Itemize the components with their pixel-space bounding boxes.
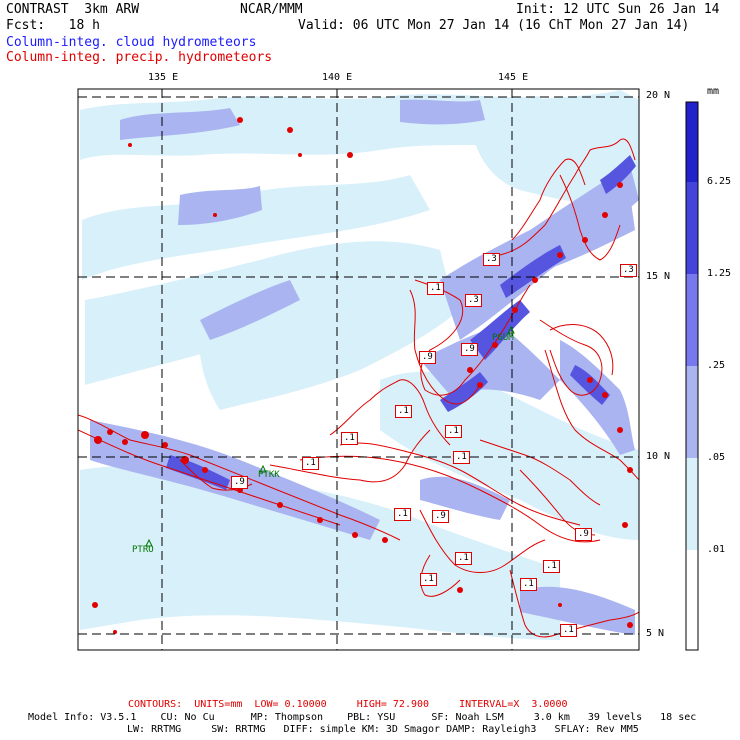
colorbar-bin-2 <box>686 182 698 274</box>
contour-label: .1 <box>395 405 412 418</box>
lat-label-20: 20 N <box>646 90 671 101</box>
contour-label: .9 <box>419 351 436 364</box>
model-title: CONTRAST 3km ARW <box>6 2 140 17</box>
contour-label: .3 <box>465 294 482 307</box>
contour-label: .1 <box>341 432 358 445</box>
colorbar-bin-4 <box>686 366 698 458</box>
contour-label: .1 <box>420 573 437 586</box>
colorbar-bin-5 <box>686 458 698 550</box>
colorbar-bin-3 <box>686 274 698 366</box>
contour-label: .9 <box>461 343 478 356</box>
station-ptro: PTRO <box>132 545 154 555</box>
colorbar-tick-0-05: .05 <box>707 452 726 463</box>
contour-label: .1 <box>445 425 462 438</box>
colorbar-tick-0-01: .01 <box>707 544 726 555</box>
contour-label: .9 <box>575 528 592 541</box>
contour-label: .9 <box>432 510 449 523</box>
init-time: Init: 12 UTC Sun 26 Jan 14 <box>516 2 720 17</box>
colorbar-tick-1-25: 1.25 <box>707 268 732 279</box>
station-marker-ptro <box>145 538 153 547</box>
colorbar-bin-1 <box>686 102 698 182</box>
colorbar-tick-6-25: 6.25 <box>707 176 732 187</box>
station-pgum: PGUM <box>492 333 514 343</box>
lon-label-145: 145 E <box>498 72 529 83</box>
lat-label-15: 15 N <box>646 271 671 282</box>
lat-label-10: 10 N <box>646 451 671 462</box>
map-frame <box>77 88 640 651</box>
lon-label-135: 135 E <box>148 72 179 83</box>
contour-label: .1 <box>520 578 537 591</box>
graticule <box>78 89 639 650</box>
colorbar <box>685 101 699 651</box>
station-markers <box>145 325 515 547</box>
contour-label: .3 <box>620 264 637 277</box>
model-info-line1: Model Info: V3.5.1 CU: No Cu MP: Thompso… <box>28 712 697 723</box>
contour-label: .1 <box>394 508 411 521</box>
station-marker-ptkk <box>259 464 267 473</box>
station-ptkk: PTKK <box>258 470 280 480</box>
colorbar-bin-6 <box>686 550 698 650</box>
colorbar-outline <box>685 101 699 651</box>
contour-label: .3 <box>483 253 500 266</box>
contour-label: .1 <box>427 282 444 295</box>
contour-label: .9 <box>231 476 248 489</box>
lon-label-140: 140 E <box>322 72 353 83</box>
field-precip-label: Column-integ. precip. hydrometeors <box>6 50 273 65</box>
contour-label: .1 <box>560 624 577 637</box>
valid-time: Valid: 06 UTC Mon 27 Jan 14 (16 ChT Mon … <box>298 18 690 33</box>
station-marker-pgum <box>507 325 515 334</box>
contour-label: .1 <box>455 552 472 565</box>
colorbar-unit: mm <box>707 86 720 97</box>
field-cloud-label: Column-integ. cloud hydrometeors <box>6 35 257 50</box>
lat-label-5: 5 N <box>646 628 665 639</box>
contour-label: .1 <box>302 457 319 470</box>
colorbar-tick-0-25: .25 <box>707 360 726 371</box>
forecast-hour: Fcst: 18 h <box>6 18 100 33</box>
contour-label: .1 <box>453 451 470 464</box>
model-info-line2: LW: RRTMG SW: RRTMG DIFF: simple KM: 3D … <box>127 724 639 735</box>
contours-info: CONTOURS: UNITS=mm LOW= 0.10000 HIGH= 72… <box>128 699 568 710</box>
precip-cores <box>92 117 633 634</box>
contour-label: .1 <box>543 560 560 573</box>
org-label: NCAR/MMM <box>240 2 303 17</box>
